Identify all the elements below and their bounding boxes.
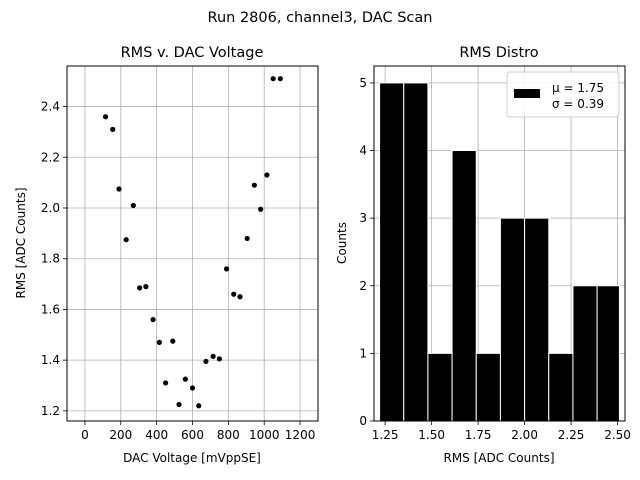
- scatter-grid: [67, 66, 318, 421]
- histogram-bars: [379, 82, 620, 422]
- histogram-title: RMS Distro: [459, 45, 538, 61]
- scatter-point: [170, 338, 176, 344]
- scatter-point: [237, 294, 243, 300]
- histogram-y-tick-label: 2: [359, 279, 367, 293]
- scatter-point: [137, 285, 143, 291]
- scatter-x-axis-label: DAC Voltage [mVppSE]: [123, 451, 261, 465]
- scatter-points: [102, 76, 283, 409]
- scatter-x-tick-label: 200: [109, 428, 132, 442]
- scatter-y-tick-label: 1.2: [41, 404, 60, 418]
- scatter-point: [196, 403, 202, 409]
- histogram-bar: [596, 285, 620, 422]
- histogram-bar: [548, 352, 574, 422]
- scatter-point: [176, 401, 182, 408]
- scatter-y-ticks: 1.2 1.4 1.6 1.8 2.0 2.2 2.4: [41, 100, 67, 418]
- scatter-point: [258, 206, 264, 212]
- histogram-y-tick-label: 4: [359, 144, 367, 158]
- histogram-x-ticks: 1.25 1.50 1.75 2.00 2.25 2.50: [372, 421, 631, 442]
- scatter-point: [143, 284, 149, 290]
- scatter-point: [270, 76, 276, 82]
- legend-entry-mu: μ = 1.75: [552, 81, 604, 95]
- scatter-plot-frame: [66, 65, 319, 422]
- histogram-x-tick-label: 1.75: [465, 428, 492, 442]
- histogram-bar: [524, 217, 550, 422]
- scatter-panel: RMS v. DAC Voltage 0 200 400 600 800 1000 1200…: [14, 45, 319, 465]
- histogram-legend: μ = 1.75 σ = 0.39: [506, 71, 620, 118]
- scatter-point: [189, 385, 196, 391]
- scatter-y-tick-label: 1.6: [41, 302, 60, 316]
- scatter-y-tick-label: 1.4: [41, 353, 60, 367]
- legend-entry-sigma: σ = 0.39: [552, 97, 604, 111]
- legend-swatch: [514, 89, 540, 98]
- scatter-point: [203, 358, 209, 365]
- histogram-y-tick-label: 1: [359, 346, 367, 360]
- histogram-x-tick-label: 2.50: [604, 428, 631, 442]
- scatter-x-ticks: 0 200 400 600 800 1000 1200: [81, 421, 315, 442]
- histogram-panel: RMS Distro 1.25 1.50 1.75 2.00 2.25 2.50 0 1 2 3…: [335, 45, 631, 465]
- scatter-point: [102, 114, 109, 120]
- histogram-y-tick-label: 5: [359, 76, 367, 90]
- legend-box: [506, 71, 620, 118]
- figure-suptitle: Run 2806, channel3, DAC Scan: [208, 10, 433, 26]
- histogram-y-ticks: 0 1 2 3 4 5: [359, 76, 374, 428]
- scatter-y-tick-label: 1.8: [41, 252, 60, 266]
- scatter-x-tick-label: 0: [81, 428, 89, 442]
- scatter-point: [210, 353, 216, 359]
- scatter-y-tick-label: 2.2: [41, 150, 60, 164]
- histogram-bar: [499, 217, 526, 422]
- scatter-point: [156, 339, 162, 345]
- histogram-bar: [451, 150, 477, 422]
- histogram-x-tick-label: 1.50: [418, 428, 445, 442]
- scatter-point: [231, 291, 237, 297]
- scatter-point: [130, 202, 136, 209]
- histogram-x-tick-label: 1.25: [372, 428, 399, 442]
- scatter-x-tick-label: 400: [145, 428, 168, 442]
- histogram-y-tick-label: 3: [359, 211, 367, 225]
- histogram-bar: [379, 82, 405, 422]
- scatter-point: [277, 76, 283, 82]
- scatter-x-tick-label: 1200: [285, 428, 316, 442]
- scatter-y-axis-label: RMS [ADC Counts]: [14, 187, 28, 298]
- scatter-point: [182, 376, 188, 382]
- scatter-title: RMS v. DAC Voltage: [121, 45, 264, 61]
- scatter-y-tick-label: 2.4: [41, 100, 60, 114]
- scatter-point: [244, 235, 250, 242]
- histogram-bar: [572, 285, 598, 422]
- scatter-point: [251, 182, 257, 188]
- histogram-x-tick-label: 2.25: [558, 428, 585, 442]
- histogram-y-tick-label: 0: [359, 414, 367, 428]
- scatter-point: [123, 237, 129, 243]
- scatter-x-tick-label: 800: [217, 428, 240, 442]
- scatter-y-tick-label: 2.0: [41, 201, 60, 215]
- scatter-point: [116, 186, 122, 192]
- scatter-point: [110, 126, 116, 132]
- scatter-x-tick-label: 600: [181, 428, 204, 442]
- scatter-point: [150, 316, 156, 323]
- histogram-bar: [475, 352, 501, 422]
- histogram-x-axis-label: RMS [ADC Counts]: [443, 451, 554, 465]
- scatter-x-tick-label: 1000: [249, 428, 280, 442]
- scatter-point: [216, 356, 222, 362]
- histogram-plot-frame: [373, 65, 626, 422]
- histogram-y-axis-label: Counts: [335, 222, 349, 264]
- scatter-point: [264, 172, 270, 178]
- histogram-bar: [403, 82, 429, 422]
- scatter-point: [223, 266, 230, 272]
- scatter-point: [163, 380, 169, 386]
- histogram-bar: [427, 352, 453, 422]
- histogram-x-tick-label: 2.00: [511, 428, 538, 442]
